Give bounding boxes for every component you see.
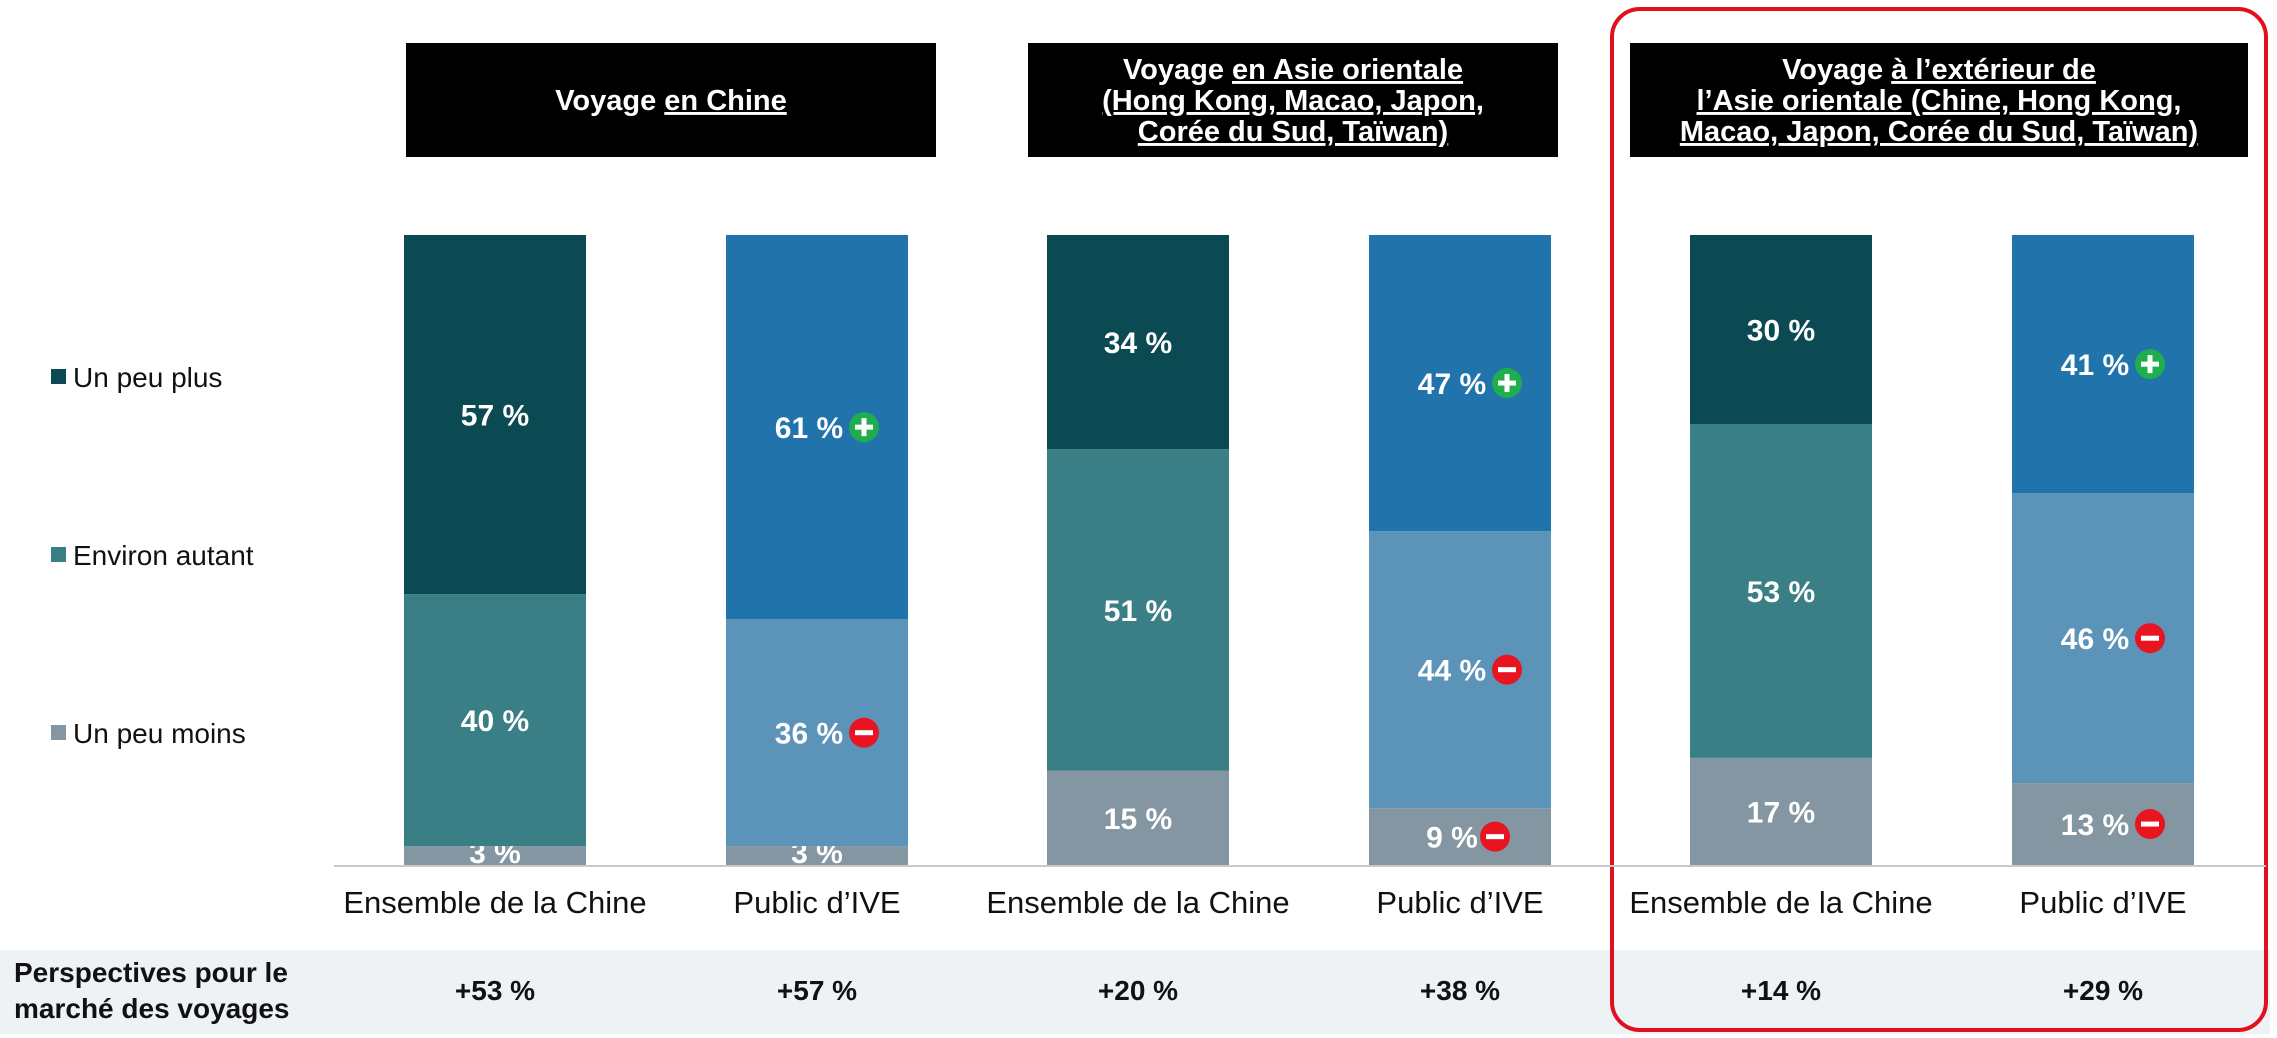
bar-value-label: 34 % [1104, 327, 1172, 360]
group-header-title-run: Voyage [1782, 54, 1891, 86]
group-header-title: Corée du Sud, Taïwan) [1138, 116, 1448, 148]
bar-segment [1047, 235, 1229, 450]
category-label: Ensemble de la Chine [343, 885, 646, 920]
group-header-title-run: à l’extérieur de [1891, 54, 2096, 86]
group-header-title-run: Corée du Sud, Taïwan) [1138, 116, 1448, 148]
bar-value-label: 41 % [2061, 349, 2129, 382]
bar-segment [1369, 808, 1551, 865]
legend-swatch [51, 725, 66, 740]
category-label: Ensemble de la Chine [986, 885, 1289, 920]
highlight-frame [1610, 7, 2268, 1032]
group-header-title: Voyage en Chine [555, 85, 787, 117]
bar-segment [1047, 449, 1229, 771]
bar-value-label: 61 % [775, 412, 843, 445]
bar-value-label: 13 % [2061, 809, 2129, 842]
minus-marker-icon [2135, 809, 2165, 840]
group-header-title-run: Voyage [555, 85, 664, 117]
group-header-title-run: en Asie orientale [1232, 54, 1463, 86]
minus-marker-icon [1492, 654, 1522, 685]
plus-marker-icon [1492, 368, 1522, 399]
marker-bar-v [2147, 355, 2153, 374]
marker-bar-v [861, 418, 867, 437]
marker-bar-h [1486, 834, 1504, 840]
bar-segment [404, 846, 586, 865]
group-header-box [1028, 43, 1558, 157]
outlook-value: +29 % [2063, 975, 2143, 1006]
bar-value-label: 51 % [1104, 595, 1172, 628]
marker-bar-h [1498, 667, 1516, 673]
group-header-title-run: (Hong Kong, Macao, Japon, [1102, 85, 1484, 117]
outlook-value: +53 % [455, 975, 535, 1006]
outlook-value: +57 % [777, 975, 857, 1006]
legend-label: Un peu moins [73, 718, 246, 749]
group-header-title-run: l’Asie orientale (Chine, Hong Kong, [1697, 85, 2182, 117]
category-label: Public d’IVE [733, 885, 900, 920]
bar-segment [1690, 757, 1872, 865]
legend-swatch [51, 547, 66, 562]
group-header-box [406, 43, 936, 157]
bar-segment [404, 235, 586, 595]
outlook-band [0, 950, 2270, 1034]
bar-value-label: 30 % [1747, 315, 1815, 348]
category-label: Public d’IVE [1376, 885, 1543, 920]
bar-value-label: 17 % [1747, 796, 1815, 829]
marker-bar-h [2141, 635, 2159, 641]
group-header-title: Voyage en Asie orientale [1123, 54, 1463, 86]
bar-value-label: 47 % [1418, 368, 1486, 401]
bar-segment [1047, 770, 1229, 865]
bar-value-label: 40 % [461, 705, 529, 738]
outlook-value: +38 % [1420, 975, 1500, 1006]
category-label: Public d’IVE [2019, 885, 2186, 920]
legend-swatch [51, 369, 66, 384]
bar-value-label: 36 % [775, 718, 843, 751]
group-header-title-run: Macao, Japon, Corée du Sud, Taïwan) [1680, 116, 2198, 148]
marker-bar-h [855, 730, 873, 736]
group-header-title: Voyage à l’extérieur de [1782, 54, 2096, 86]
bar-segment [1690, 235, 1872, 424]
marker-bar-h [2141, 821, 2159, 827]
bar-value-label: 44 % [1418, 655, 1486, 688]
group-header-title-run: en Chine [664, 85, 786, 117]
group-header-title: (Hong Kong, Macao, Japon, [1102, 85, 1484, 117]
outlook-value: +14 % [1741, 975, 1821, 1006]
legend-label: Un peu plus [73, 362, 222, 393]
legend-label: Environ autant [73, 540, 254, 571]
bar-value-label: 46 % [2061, 623, 2129, 656]
bar-value-label: 15 % [1104, 803, 1172, 836]
minus-marker-icon [2135, 623, 2165, 654]
bar-value-label: 53 % [1747, 576, 1815, 609]
group-header-title: Macao, Japon, Corée du Sud, Taïwan) [1680, 116, 2198, 148]
plus-marker-icon [2135, 349, 2165, 380]
bar-value-label: 57 % [461, 400, 529, 433]
group-header-title-run: Voyage [1123, 54, 1232, 86]
bar-segment [404, 594, 586, 847]
bar-segment [726, 846, 908, 865]
group-header-box [1630, 43, 2248, 157]
bar-segment [1690, 424, 1872, 758]
outlook-title: Perspectives pour le [14, 957, 288, 988]
outlook-title: marché des voyages [14, 993, 290, 1024]
outlook-value: +20 % [1098, 975, 1178, 1006]
marker-bar-v [1504, 374, 1510, 393]
plus-marker-icon [849, 412, 879, 443]
minus-marker-icon [849, 717, 879, 748]
minus-marker-icon [1480, 821, 1510, 852]
bar-value-label: 9 % [1426, 822, 1478, 855]
category-label: Ensemble de la Chine [1629, 885, 1932, 920]
group-header-title: l’Asie orientale (Chine, Hong Kong, [1697, 85, 2182, 117]
